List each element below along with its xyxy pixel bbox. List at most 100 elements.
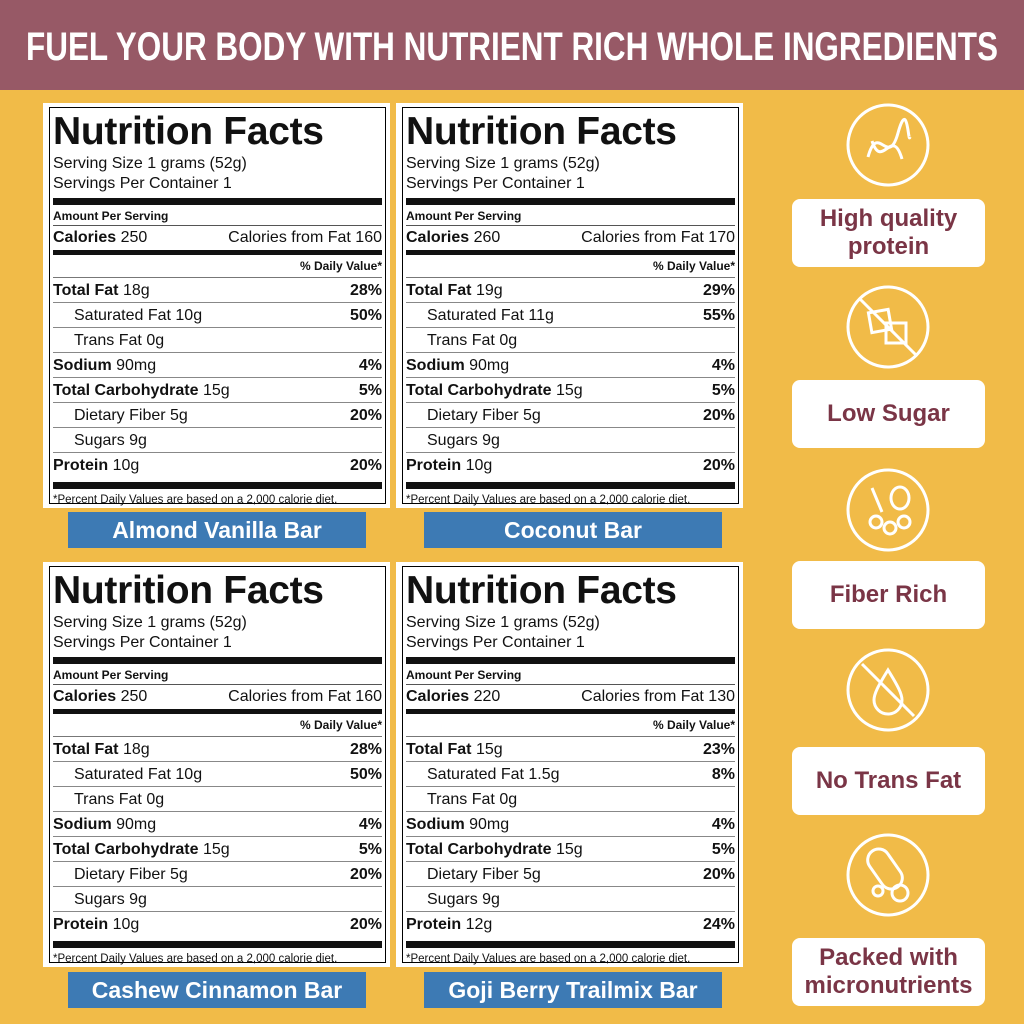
nutrient-amount: 15g	[555, 841, 583, 858]
nutrient-amount: 90mg	[469, 357, 510, 374]
nutrient-amount: 0g	[146, 791, 165, 808]
nutrient-row: Saturated Fat 1.5g 8%	[406, 762, 735, 787]
calories: Calories 250	[53, 226, 147, 250]
nutrient-amount: 10g	[112, 916, 140, 933]
nutrient-row: Saturated Fat 10g 50%	[53, 762, 382, 787]
product-name: Cashew Cinnamon Bar	[68, 972, 366, 1008]
daily-value: 8%	[711, 766, 735, 783]
amount-per-serving: Amount Per Serving	[406, 666, 735, 685]
nutrient-row: Dietary Fiber 5g 20%	[406, 403, 735, 428]
fat-calories-label: Calories from Fat	[228, 688, 351, 705]
nutrient-amount: 10g	[465, 457, 493, 474]
daily-value: 28%	[349, 282, 382, 299]
footnote: *Percent Daily Values are based on a 2,0…	[406, 953, 691, 965]
feature-label: Fiber Rich	[792, 561, 985, 629]
nutrient: Trans Fat 0g	[427, 787, 517, 811]
daily-value: 20%	[349, 407, 382, 424]
nutrient: Sugars 9g	[74, 887, 147, 911]
footnote: *Percent Daily Values are based on a 2,0…	[53, 953, 338, 965]
calories-value: 260	[473, 229, 501, 246]
label-title: Nutrition Facts	[53, 110, 324, 153]
header: FUEL YOUR BODY WITH NUTRIENT RICH WHOLE …	[0, 0, 1024, 90]
nutrition-panel: Nutrition Facts Serving Size 1 grams (52g…	[43, 103, 390, 508]
feature-label: High quality protein	[792, 199, 985, 267]
nutrient-label: Dietary Fiber	[74, 407, 166, 424]
nutrient: Sodium 90mg	[406, 812, 509, 836]
nutrient: Saturated Fat 10g	[74, 762, 202, 786]
nutrient-row: Protein 10g 20%	[53, 453, 382, 478]
nutrient-amount: 0g	[499, 332, 518, 349]
nutrient: Dietary Fiber 5g	[74, 862, 188, 886]
nutrient-amount: 90mg	[469, 816, 510, 833]
calories-row: Calories 250 Calories from Fat 160	[53, 226, 382, 255]
product-name: Almond Vanilla Bar	[68, 512, 366, 548]
feature-label: Packed with micronutrients	[792, 938, 985, 1006]
nutrition-label: Nutrition Facts Serving Size 1 grams (52g…	[402, 566, 739, 965]
nutrient-label: Total Fat	[406, 741, 472, 758]
feature-label: Low Sugar	[792, 380, 985, 448]
nutrition-panel: Nutrition Facts Serving Size 1 grams (52g…	[396, 562, 743, 967]
nutrient: Sodium 90mg	[53, 353, 156, 377]
label-title: Nutrition Facts	[406, 569, 677, 612]
nutrient-label: Total Fat	[53, 282, 119, 299]
nutrient-row: Dietary Fiber 5g 20%	[53, 403, 382, 428]
thick-rule	[53, 198, 382, 205]
header-title: FUEL YOUR BODY WITH NUTRIENT RICH WHOLE …	[26, 25, 998, 69]
daily-value: 20%	[349, 916, 382, 933]
nutrient-row: Total Carbohydrate 15g 5%	[53, 378, 382, 403]
nutrition-panel: Nutrition Facts Serving Size 1 grams (52g…	[43, 562, 390, 967]
nutrient-amount: 15g	[475, 741, 503, 758]
nutrient-amount: 5g	[170, 866, 188, 883]
daily-value: 4%	[358, 357, 382, 374]
daily-value: 5%	[711, 841, 735, 858]
thick-rule	[406, 941, 735, 948]
nutrient-row: Total Fat 18g 28%	[53, 278, 382, 303]
nutrient: Protein 10g	[53, 912, 139, 937]
nutrient-label: Saturated Fat	[74, 766, 171, 783]
nutrient: Dietary Fiber 5g	[427, 403, 541, 427]
fat-calories-value: 160	[355, 229, 382, 246]
nutrient-label: Protein	[53, 916, 109, 933]
nutrient: Sugars 9g	[427, 887, 500, 911]
nutrient-row: Sodium 90mg 4%	[53, 353, 382, 378]
nutrient-label: Sodium	[406, 357, 465, 374]
thick-rule	[406, 657, 735, 664]
daily-value: 20%	[349, 866, 382, 883]
daily-value: 28%	[349, 741, 382, 758]
calories-row: Calories 260 Calories from Fat 170	[406, 226, 735, 255]
footnote: *Percent Daily Values are based on a 2,0…	[406, 494, 691, 506]
fiber-icon	[846, 468, 930, 552]
fat-calories: Calories from Fat 170	[581, 226, 735, 250]
nutrient-row: Sugars 9g	[406, 887, 735, 912]
nutrient-label: Total Carbohydrate	[406, 382, 552, 399]
nutrient: Total Carbohydrate 15g	[406, 837, 583, 861]
thick-rule	[53, 482, 382, 489]
nutrient-amount: 9g	[482, 891, 500, 908]
nutrient-row: Sugars 9g	[406, 428, 735, 453]
nutrient-row: Protein 10g 20%	[53, 912, 382, 937]
daily-value: 5%	[358, 382, 382, 399]
calories-row: Calories 250 Calories from Fat 160	[53, 685, 382, 714]
nutrient-label: Sodium	[53, 816, 112, 833]
nutrient: Dietary Fiber 5g	[74, 403, 188, 427]
nutrient: Total Carbohydrate 15g	[406, 378, 583, 402]
nutrient-amount: 18g	[122, 282, 150, 299]
nutrient-row: Total Carbohydrate 15g 5%	[53, 837, 382, 862]
nutrient-label: Saturated Fat	[74, 307, 171, 324]
nutrient-label: Sodium	[406, 816, 465, 833]
daily-value: 4%	[711, 357, 735, 374]
calories-row: Calories 220 Calories from Fat 130	[406, 685, 735, 714]
serving-size: Serving Size 1 grams (52g)	[406, 614, 600, 631]
nutrient: Sugars 9g	[427, 428, 500, 452]
nutrient-label: Protein	[53, 457, 109, 474]
nutrient-amount: 15g	[202, 841, 230, 858]
nutrient-label: Saturated Fat	[427, 307, 524, 324]
daily-value: 5%	[358, 841, 382, 858]
nutrient: Trans Fat 0g	[74, 787, 164, 811]
nutrient: Total Fat 19g	[406, 278, 503, 302]
nutrient-row: Sodium 90mg 4%	[53, 812, 382, 837]
nutrient: Total Fat 15g	[406, 737, 503, 761]
daily-value: 20%	[702, 457, 735, 474]
nutrient: Sodium 90mg	[53, 812, 156, 836]
serving-size: Serving Size 1 grams (52g)	[53, 155, 247, 172]
